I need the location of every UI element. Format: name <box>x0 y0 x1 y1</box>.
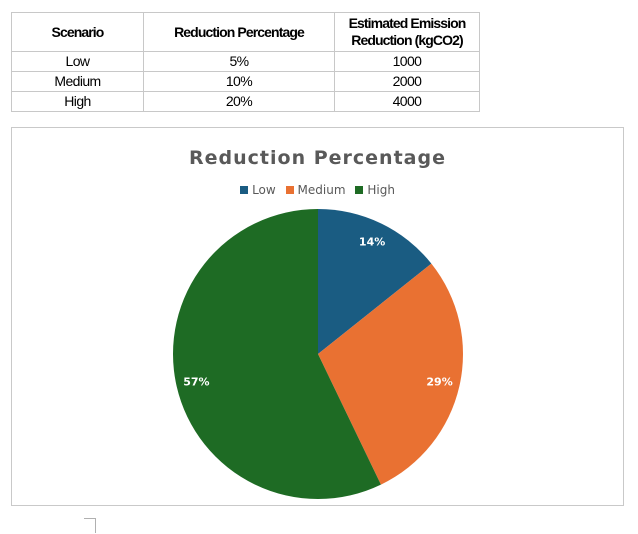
legend-item-medium: Medium <box>285 183 346 197</box>
data-table: Scenario Reduction Percentage Estimated … <box>11 12 480 112</box>
pie-slice-high-label: 57% <box>183 376 209 389</box>
header-cell-estimated-emission[interactable]: Estimated Emission Reduction (kgCO2) <box>334 12 480 52</box>
pie-chart[interactable]: Reduction Percentage Low Medium High 14%… <box>11 127 624 506</box>
table-cell[interactable]: 1000 <box>334 51 480 72</box>
table-cell[interactable]: Low <box>11 51 144 72</box>
table-row: Medium 10% 2000 <box>11 71 480 92</box>
table-cell[interactable]: 20% <box>143 91 335 112</box>
pie-slice-high[interactable] <box>172 209 381 499</box>
header-cell-scenario[interactable]: Scenario <box>11 12 144 52</box>
table-row: High 20% 4000 <box>11 91 480 112</box>
pie-plot: 14% 29% 57% <box>172 209 463 499</box>
pie-slice-medium-label: 29% <box>426 376 452 389</box>
legend-swatch-high <box>355 186 364 194</box>
legend-swatch-medium <box>285 186 294 194</box>
header-row: Scenario Reduction Percentage Estimated … <box>11 12 480 52</box>
pie-slice-low[interactable] <box>318 209 432 354</box>
table-cell[interactable]: 10% <box>143 71 335 92</box>
chart-title: Reduction Percentage <box>189 147 446 169</box>
header-cell-reduction-percentage[interactable]: Reduction Percentage <box>143 12 335 52</box>
legend-swatch-low <box>240 186 249 194</box>
table-cell[interactable]: Medium <box>11 71 144 92</box>
legend-item-high: High <box>355 183 395 197</box>
cell-corner-marker <box>84 518 96 533</box>
table-cell[interactable]: High <box>11 91 144 112</box>
table-cell[interactable]: 2000 <box>334 71 480 92</box>
table-row: Low 5% 1000 <box>11 51 480 72</box>
table-cell[interactable]: 5% <box>143 51 335 72</box>
chart-legend: Low Medium High <box>12 183 623 197</box>
legend-item-low: Low <box>240 183 276 197</box>
pie-slice-low-label: 14% <box>359 236 385 249</box>
table-cell[interactable]: 4000 <box>334 91 480 112</box>
pie-slice-medium[interactable] <box>318 263 463 485</box>
legend-label-medium: Medium <box>297 183 346 197</box>
legend-label-low: Low <box>252 183 276 197</box>
legend-label-high: High <box>367 183 395 197</box>
